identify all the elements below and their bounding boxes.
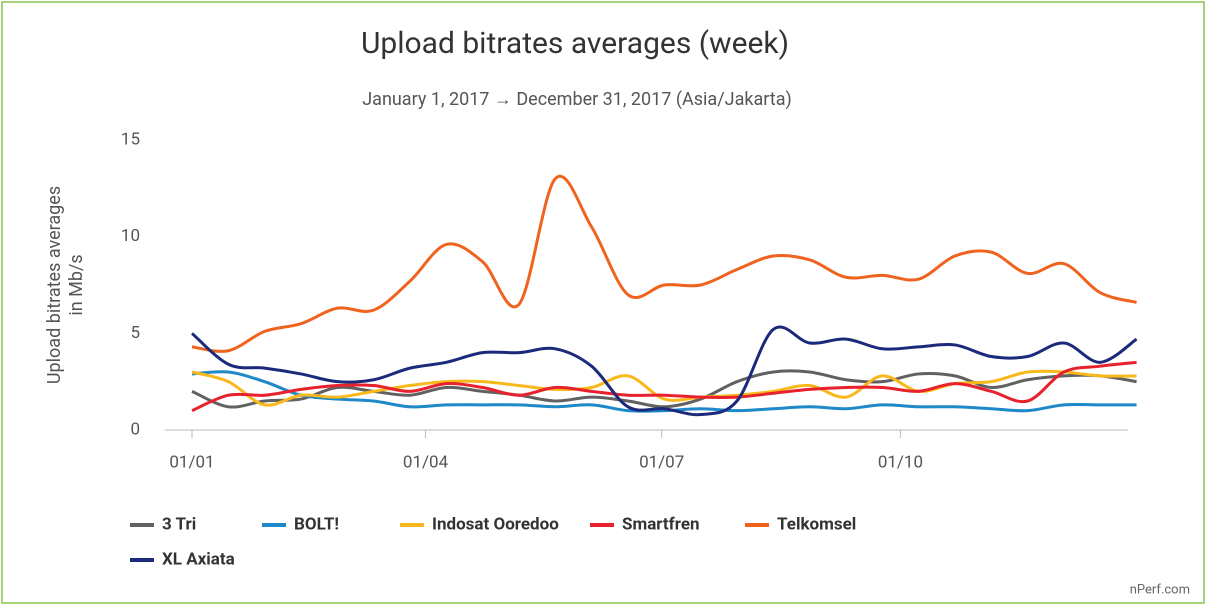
legend-label: Smartfren [622,514,700,534]
legend-label: Telkomsel [777,514,856,534]
legend-label: Indosat Ooredoo [432,514,559,534]
legend-label: XL Axiata [162,549,235,569]
legend-label: BOLT! [294,514,339,534]
y-tick-label: 0 [130,419,140,439]
x-tick-label: 01/01 [169,452,214,472]
legend-item: BOLT! [262,514,339,534]
x-tick-label: 01/04 [403,452,449,472]
credit: nPerf.com [1130,582,1190,597]
series-line [191,325,1138,417]
series-line [191,360,1137,413]
y-axis-title-line: Upload bitrates averages [44,186,65,384]
legend-item: 3 Tri [130,514,196,534]
legend-item: XL Axiata [130,549,235,569]
x-tick-label: 01/10 [878,452,923,472]
y-tick-label: 5 [130,323,140,343]
series-line [191,369,1137,409]
series-line [191,174,1137,353]
series-line [191,370,1137,413]
y-axis-title: Upload bitrates averages in Mb/s [44,186,87,384]
chart-title: Upload bitrates averages (week) [361,26,789,61]
y-tick-label: 15 [121,129,140,149]
legend-label: 3 Tri [162,514,196,534]
legend-item: Indosat Ooredoo [400,514,559,534]
legend-item: Smartfren [590,514,700,534]
y-axis-title-line: in Mb/s [66,254,87,315]
chart-subtitle: January 1, 2017 → December 31, 2017 (Asi… [362,89,792,110]
legend-item: Telkomsel [745,514,856,534]
y-tick-label: 10 [121,226,140,246]
x-tick-label: 01/07 [639,452,684,472]
series-line [191,369,1137,407]
